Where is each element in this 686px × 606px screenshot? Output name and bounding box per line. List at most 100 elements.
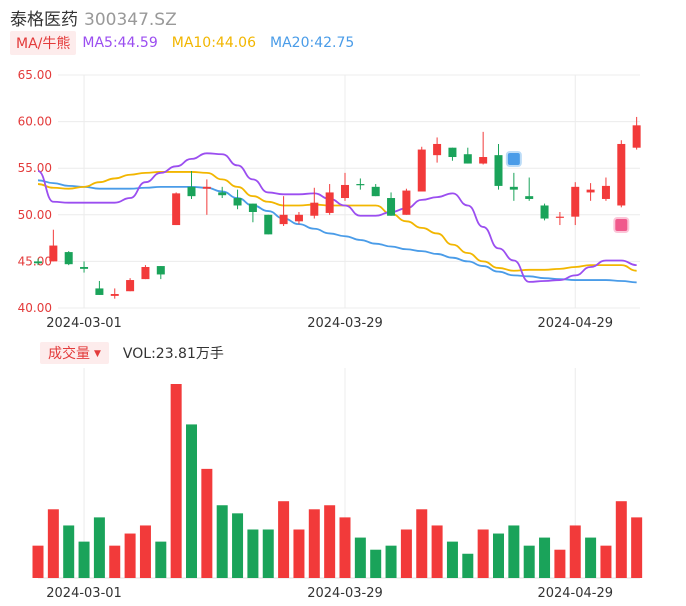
volume-bar — [124, 533, 136, 578]
price-x-tick-label: 2024-03-29 — [307, 316, 383, 331]
candle-body — [494, 155, 503, 186]
candle-body — [371, 186, 380, 197]
volume-value: VOL:23.81万手 — [122, 346, 224, 362]
volume-bar — [370, 549, 382, 578]
ma10-value: MA10:44.06 — [171, 35, 257, 51]
ma5-value: MA5:44.59 — [82, 35, 158, 51]
candle-body — [601, 185, 610, 199]
volume-bar — [170, 384, 182, 578]
candle-body — [172, 193, 181, 226]
volume-bar — [354, 537, 366, 578]
bear-marker-icon — [505, 151, 522, 167]
volume-bar — [63, 525, 75, 578]
volume-bar — [247, 529, 259, 578]
bull-marker-icon — [613, 217, 630, 233]
candle-body — [341, 184, 349, 199]
y-tick-label: 50.00 — [18, 208, 52, 222]
volume-bar — [523, 545, 535, 578]
candle-body — [49, 245, 58, 262]
candle-body — [632, 125, 641, 148]
caret-down-icon: ▼ — [94, 349, 101, 359]
candle-body — [571, 186, 580, 217]
volume-bar — [385, 545, 397, 578]
candle-body — [202, 186, 211, 189]
stock-title: 泰格医药 300347.SZ — [10, 5, 177, 30]
candle-body — [463, 154, 472, 164]
volume-bar — [416, 509, 428, 578]
volume-toggle-button[interactable]: 成交量 ▼ — [40, 342, 109, 364]
candle-body — [279, 214, 288, 225]
volume-bar — [477, 529, 489, 578]
ma10-line — [37, 171, 637, 272]
y-tick-label: 65.00 — [18, 68, 52, 82]
candle-body — [310, 202, 319, 216]
ma-toggle-button[interactable]: MA/牛熊 — [10, 31, 77, 55]
volume-bar — [32, 545, 44, 578]
ma5-line — [37, 152, 637, 283]
volume-bar — [539, 537, 551, 578]
candle-body — [617, 143, 626, 206]
candle-body — [509, 186, 518, 190]
stock-code: 300347.SZ — [84, 10, 177, 30]
candle-body — [448, 147, 457, 158]
candle-body — [187, 186, 196, 197]
volume-bar — [446, 541, 458, 578]
volume-bar — [493, 533, 504, 578]
candle-body — [525, 196, 534, 199]
volume-bar — [278, 501, 290, 578]
candle-body — [126, 280, 135, 292]
stock-name: 泰格医药 — [10, 10, 78, 30]
candle-body — [325, 192, 334, 213]
candle-body — [555, 216, 564, 218]
volume-bar — [400, 529, 412, 578]
candle-body — [387, 198, 396, 216]
candle-body — [156, 266, 165, 275]
volume-bar — [186, 424, 197, 578]
candle-body — [264, 214, 273, 235]
volume-bar — [600, 545, 612, 578]
candle-body — [34, 261, 42, 264]
volume-bar — [78, 541, 90, 578]
ma20-value: MA20:42.75 — [270, 35, 355, 51]
candle-body — [141, 266, 150, 280]
candle-body — [402, 190, 411, 215]
volume-bar — [155, 541, 167, 578]
candle-body — [95, 288, 104, 295]
volume-legend: 成交量 ▼ VOL:23.81万手 — [40, 342, 224, 364]
volume-bar — [508, 525, 520, 578]
candle-body — [540, 205, 549, 219]
candle-body — [417, 149, 426, 192]
volume-x-tick-label: 2024-03-29 — [307, 586, 383, 601]
candle-body — [64, 252, 73, 265]
volume-bar — [462, 553, 474, 578]
volume-bar — [47, 509, 59, 578]
volume-bar — [339, 517, 351, 578]
volume-bar — [139, 525, 151, 578]
candle-body — [294, 214, 303, 222]
y-tick-label: 60.00 — [18, 115, 52, 129]
candle-body — [479, 157, 488, 164]
candle-body — [110, 294, 119, 296]
volume-bar — [615, 501, 627, 578]
volume-bar — [293, 529, 305, 578]
y-tick-label: 55.00 — [18, 161, 52, 175]
candle-body — [233, 198, 242, 206]
volume-toggle-label: 成交量 — [48, 346, 90, 362]
candle-body — [218, 192, 227, 196]
ma20-line — [37, 179, 637, 284]
volume-bar — [93, 517, 105, 578]
volume-bar — [232, 513, 244, 578]
volume-bar — [554, 549, 566, 578]
price-x-tick-label: 2024-04-29 — [537, 316, 613, 331]
volume-x-tick-label: 2024-04-29 — [537, 586, 613, 601]
volume-bar — [201, 468, 213, 578]
volume-bar — [631, 517, 643, 578]
candle-body — [248, 203, 257, 213]
y-tick-label: 40.00 — [18, 301, 52, 315]
volume-bar — [569, 525, 581, 578]
candle-body — [586, 189, 595, 193]
volume-bar — [262, 529, 274, 578]
ma-legend: MA/牛熊 MA5:44.59 MA10:44.06 MA20:42.75 — [10, 31, 368, 55]
volume-bar — [431, 525, 443, 578]
